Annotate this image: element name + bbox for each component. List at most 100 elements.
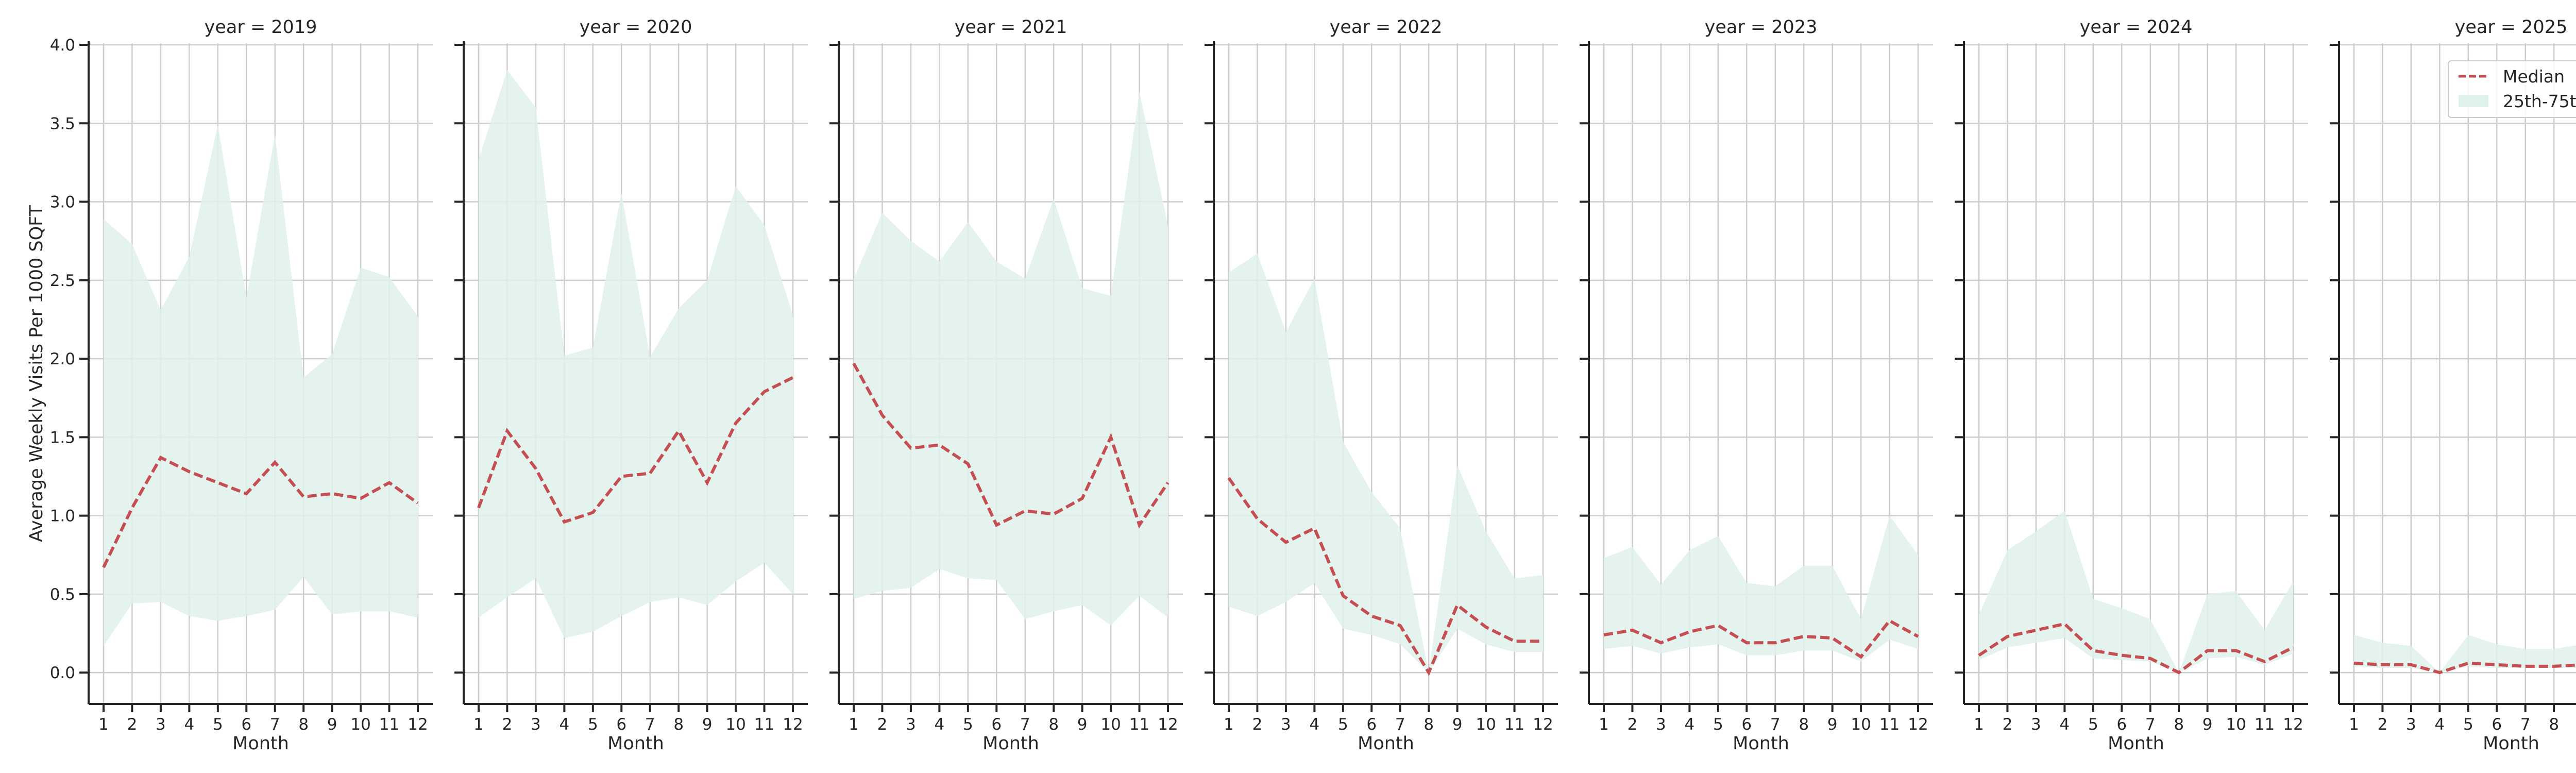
x-tick-label: 4 (559, 715, 569, 734)
x-tick-label: 7 (1770, 715, 1781, 734)
percentile-band (479, 70, 793, 638)
facet-panel: 0.00.51.01.52.02.53.03.54.01 2 3 4 5 6 7 8 9 10 11… (50, 17, 433, 754)
percentile-band (1604, 515, 1918, 662)
x-tick-label: 5 (963, 715, 973, 734)
x-tick-label: 6 (241, 715, 251, 734)
x-tick-label: 10 (1100, 715, 1121, 734)
x-tick-label: 1 (98, 715, 109, 734)
x-tick-label: 8 (673, 715, 684, 734)
median-line (852, 362, 1170, 529)
percentile-band (1229, 254, 1543, 673)
x-tick-label: 4 (2434, 715, 2445, 734)
x-tick-label: 4 (1684, 715, 1694, 734)
x-tick-label: 2 (1628, 715, 1638, 734)
x-tick-label: 6 (2116, 715, 2127, 734)
x-tick-label: 1 (1224, 715, 1234, 734)
y-tick-label: 0.0 (50, 664, 75, 682)
x-tick-label: 5 (1713, 715, 1723, 734)
x-tick-label: 11 (754, 715, 774, 734)
x-tick-label: 5 (588, 715, 598, 734)
median-line (1603, 618, 1919, 659)
y-tick-label: 1.5 (50, 428, 75, 447)
panel-title: year = 2021 (955, 17, 1067, 38)
x-tick-label: 9 (1827, 715, 1838, 734)
x-tick-label: 12 (2283, 715, 2303, 734)
y-tick-label: 3.5 (50, 114, 75, 133)
x-axis-label: Month (1733, 733, 1789, 754)
panel-title: year = 2022 (1330, 17, 1443, 38)
x-tick-label: 7 (645, 715, 655, 734)
x-tick-label: 9 (327, 715, 337, 734)
x-tick-label: 10 (350, 715, 370, 734)
x-tick-label: 2 (877, 715, 888, 734)
x-tick-label: 5 (213, 715, 223, 734)
legend-band-swatch (2459, 95, 2488, 107)
x-tick-label: 12 (408, 715, 428, 734)
x-tick-label: 1 (2349, 715, 2359, 734)
x-tick-label: 9 (1077, 715, 1088, 734)
x-axis-label: Month (607, 733, 664, 754)
median-line (1227, 477, 1543, 676)
x-tick-label: 1 (1974, 715, 1984, 734)
x-tick-label: 2 (127, 715, 138, 734)
panel-title: year = 2025 (2455, 17, 2568, 38)
panel-title: year = 2020 (580, 17, 692, 38)
x-axis-label: Month (2108, 733, 2164, 754)
x-tick-label: 5 (2088, 715, 2098, 734)
panel-title: year = 2023 (1705, 17, 1818, 38)
x-tick-label: 11 (1879, 715, 1900, 734)
x-tick-label: 11 (379, 715, 399, 734)
percentile-band (2354, 635, 2576, 673)
x-axis-label: Month (2483, 733, 2539, 754)
x-tick-label: 12 (1158, 715, 1178, 734)
x-tick-label: 8 (298, 715, 309, 734)
y-tick-label: 2.0 (50, 350, 75, 368)
panel-title: year = 2024 (2080, 17, 2193, 38)
x-tick-label: 9 (1452, 715, 1463, 734)
x-tick-label: 12 (1908, 715, 1928, 734)
x-tick-label: 5 (1338, 715, 1348, 734)
x-tick-label: 3 (2031, 715, 2041, 734)
x-tick-label: 9 (702, 715, 713, 734)
x-tick-label: 11 (2255, 715, 2275, 734)
x-tick-label: 3 (906, 715, 916, 734)
x-axis-label: Month (982, 733, 1039, 754)
x-tick-label: 9 (2202, 715, 2213, 734)
x-tick-label: 3 (2406, 715, 2416, 734)
x-tick-label: 10 (1851, 715, 1871, 734)
x-tick-label: 4 (2059, 715, 2070, 734)
median-line (1978, 622, 2294, 675)
x-tick-label: 8 (2549, 715, 2559, 734)
x-tick-label: 11 (1129, 715, 1149, 734)
legend-median-label: Median (2503, 66, 2565, 87)
y-tick-label: 4.0 (50, 36, 75, 55)
x-tick-label: 6 (991, 715, 1002, 734)
percentile-band (104, 125, 418, 646)
x-tick-label: 5 (2463, 715, 2473, 734)
x-tick-label: 8 (1423, 715, 1434, 734)
panel-title: year = 2019 (205, 17, 317, 38)
legend: Median 25th-75th Percentile (2448, 60, 2576, 118)
y-tick-label: 3.0 (50, 193, 75, 212)
median-line (2353, 661, 2576, 675)
y-tick-label: 1.0 (50, 507, 75, 526)
x-tick-label: 7 (1020, 715, 1030, 734)
x-tick-label: 10 (2226, 715, 2246, 734)
x-tick-label: 3 (1656, 715, 1666, 734)
x-axis-label: Month (232, 733, 289, 754)
median-line (102, 455, 419, 568)
percentile-band (854, 92, 1168, 626)
x-tick-label: 1 (849, 715, 859, 734)
x-tick-label: 7 (2520, 715, 2531, 734)
x-tick-label: 3 (531, 715, 541, 734)
x-tick-label: 12 (1533, 715, 1553, 734)
x-tick-label: 4 (934, 715, 944, 734)
x-tick-label: 6 (1741, 715, 1752, 734)
y-tick-label: 0.5 (50, 585, 75, 604)
